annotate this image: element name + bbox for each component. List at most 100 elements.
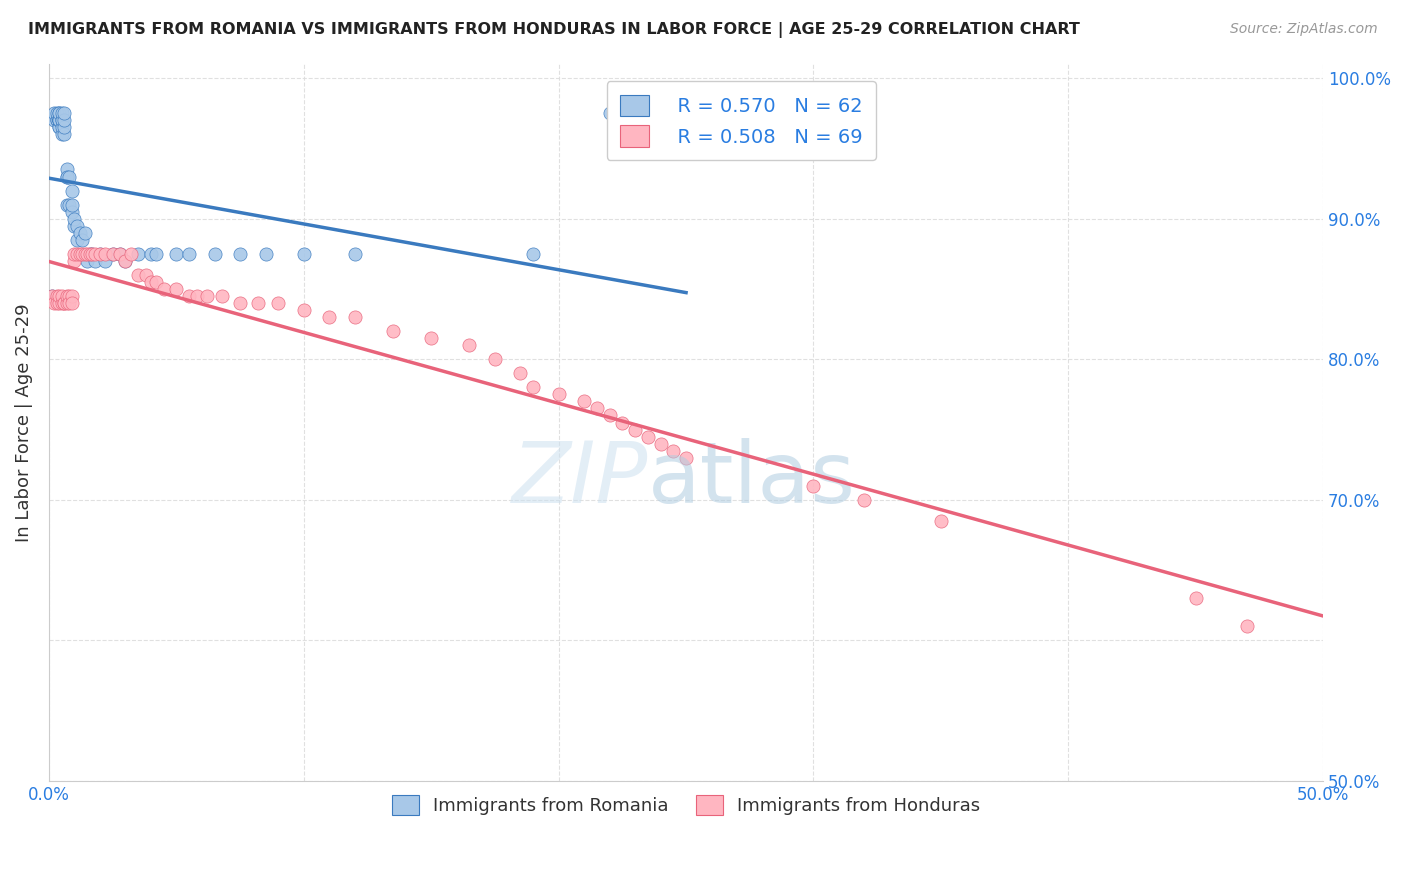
Point [48,113,70,128]
Point [624,423,647,437]
Point [343,247,366,261]
Point [662,443,685,458]
Point [612,416,634,430]
Point [382,324,405,338]
Point [83,253,105,268]
Point [204,247,226,261]
Point [45,113,67,128]
Point [139,247,162,261]
Point [484,352,506,367]
Point [127,247,149,261]
Point [83,247,105,261]
Point [63,253,86,268]
Point [51,113,73,128]
Point [229,296,252,310]
Point [675,450,697,465]
Point [101,247,124,261]
Point [63,211,86,226]
Point [929,514,952,528]
Point [48,113,70,128]
Point [254,247,277,261]
Point [45,106,67,120]
Point [51,106,73,120]
Point [292,303,315,318]
Point [42,106,65,120]
Point [120,247,142,261]
Point [246,296,269,310]
Point [58,289,80,303]
Point [48,120,70,135]
Point [94,253,117,268]
Point [58,197,80,211]
Point [79,247,101,261]
Point [56,289,79,303]
Point [48,113,70,128]
Point [165,247,187,261]
Point [139,275,162,289]
Point [48,106,70,120]
Point [66,219,89,233]
Legend: Immigrants from Romania, Immigrants from Honduras: Immigrants from Romania, Immigrants from… [381,784,991,826]
Text: IMMIGRANTS FROM ROMANIA VS IMMIGRANTS FROM HONDURAS IN LABOR FORCE | AGE 25-29 C: IMMIGRANTS FROM ROMANIA VS IMMIGRANTS FR… [28,22,1080,38]
Text: atlas: atlas [648,438,856,522]
Point [650,436,672,450]
Point [48,289,70,303]
Point [63,247,86,261]
Point [53,128,76,142]
Point [70,247,93,261]
Point [56,169,79,184]
Point [48,113,70,128]
Point [53,106,76,120]
Point [41,289,63,303]
Point [53,296,76,310]
Point [343,310,366,324]
Point [60,197,83,211]
Point [60,296,83,310]
Point [42,113,65,128]
Point [48,120,70,135]
Point [420,331,443,345]
Y-axis label: In Labor Force | Age 25-29: In Labor Force | Age 25-29 [15,303,32,541]
Point [1184,591,1206,606]
Point [45,296,67,310]
Text: ZIP: ZIP [512,438,648,522]
Point [60,184,83,198]
Point [114,253,136,268]
Point [58,169,80,184]
Point [229,247,252,261]
Point [586,401,609,416]
Point [637,429,659,443]
Point [48,296,70,310]
Point [145,275,167,289]
Point [853,492,876,507]
Point [51,113,73,128]
Point [51,128,73,142]
Point [179,289,201,303]
Point [56,169,79,184]
Point [63,219,86,233]
Point [41,289,63,303]
Point [76,247,98,261]
Point [60,289,83,303]
Point [48,113,70,128]
Point [599,409,621,423]
Point [73,247,96,261]
Point [127,268,149,282]
Point [48,106,70,120]
Point [70,233,93,247]
Point [60,204,83,219]
Point [69,247,91,261]
Point [110,247,132,261]
Point [803,479,825,493]
Point [66,247,89,261]
Point [509,367,531,381]
Point [186,289,208,303]
Point [547,387,569,401]
Point [73,226,96,240]
Point [267,296,290,310]
Point [145,247,167,261]
Point [69,226,91,240]
Point [211,289,233,303]
Point [51,296,73,310]
Point [195,289,218,303]
